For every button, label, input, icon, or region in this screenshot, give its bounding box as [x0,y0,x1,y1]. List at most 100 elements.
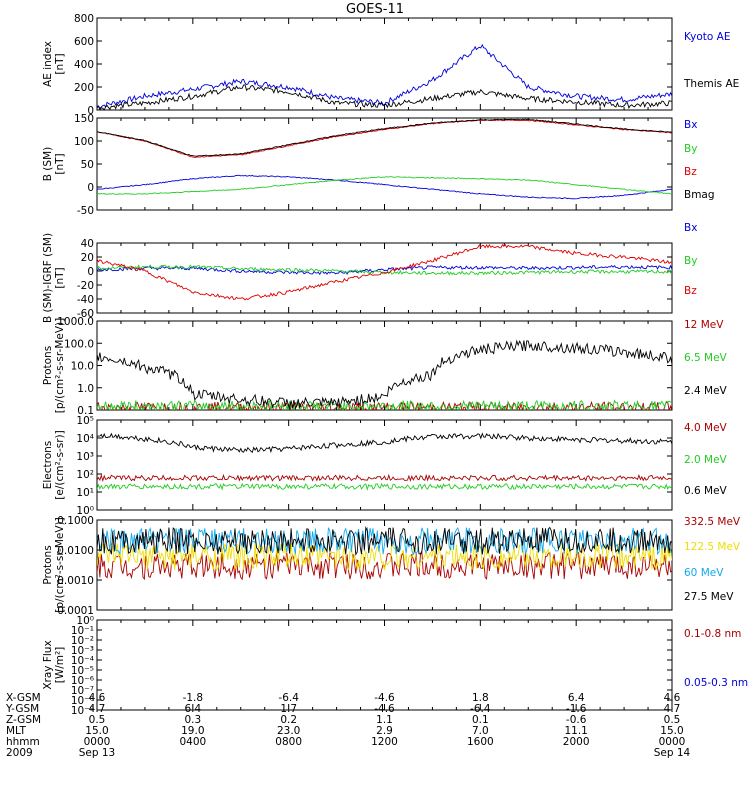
y-axis-label: B (SM)-IGRF (SM) [42,233,54,323]
ephem-value: 2.9 [376,725,393,737]
ephem-value: 0.3 [184,714,201,726]
y-tick-label: 10⁰ [76,615,94,627]
y-tick-label: 10¹ [76,487,94,499]
y-tick-label: 10⁻⁷ [71,685,94,697]
panel-frame [96,117,673,211]
ephem-value: 6.4 [184,703,201,715]
legend-entry: By [684,143,697,155]
series-line-bx [97,174,672,200]
series-group [97,43,672,110]
y-tick-label: 0 [87,105,94,117]
ephem-value: 1.8 [472,692,489,704]
ephem-value: 2000 [563,736,590,748]
ephem-value: 0000 [84,736,111,748]
ephem-year: 2009 [6,747,33,759]
y-axis-unit: [nT] [54,267,66,288]
legend-entry: 2.4 MeV [684,385,728,397]
legend-entry: 6.5 MeV [684,352,728,364]
ephem-value: 1200 [371,736,398,748]
ephem-value: 0.1 [472,714,489,726]
y-tick-label: 10.0 [71,361,94,373]
y-axis-unit: [p/(cm²-s-sr-MeV)] [54,318,66,413]
ephem-label-x-gsm: X-GSM [6,692,41,704]
ephem-value: -4.6 [374,692,395,704]
ephem-value: 1600 [467,736,494,748]
legend-entry: 60 MeV [684,567,724,579]
y-axis-unit: [nT] [54,153,66,174]
y-tick-label: 10⁻¹ [71,625,94,637]
y-tick-label: -20 [77,280,94,292]
figure-title: GOES-11 [346,2,404,17]
y-tick-label: 0.1 [77,405,94,417]
ephem-label-y-gsm: Y-GSM [5,703,39,715]
ephem-value: -6.4 [278,692,299,704]
legend-entry: 27.5 MeV [684,591,734,603]
series-group [97,432,672,491]
ephem-value: 11.1 [564,725,587,737]
panel-frame [96,17,673,111]
ephem-label-z-gsm: Z-GSM [6,714,41,726]
y-tick-label: 10⁻⁸ [71,695,94,707]
y-axis-unit: [W/m²] [54,647,66,684]
y-tick-label: 100 [74,136,94,148]
panel-frame [96,242,673,314]
ephem-value: -0.6 [566,714,587,726]
y-axis-label: Protons [42,346,54,385]
series-line-bz [97,243,672,301]
y-tick-label: 0.0010 [57,575,94,587]
series-line-2-0-mev [97,482,672,491]
legend-entry: By [684,255,697,267]
series-line-2-4-mev [97,339,672,410]
ephem-value: 15.0 [85,725,108,737]
series-line-bmag [97,118,672,157]
y-tick-label: 10² [76,469,94,481]
y-tick-label: 10⁻⁴ [71,655,94,667]
ephem-value: 15.0 [660,725,683,737]
ephem-values: 4.6 -1.8 -6.4 -4.6 1.8 6.4 4.64.7 6.4 1.7 -4.6 -6.… [84,692,686,748]
y-axis-label: Xray Flux [42,640,54,689]
legend-entry: Bx [684,222,697,234]
y-tick-label: 10⁻⁶ [71,675,94,687]
series-line-12-mev [97,400,672,410]
y-tick-label: 10⁴ [76,433,94,445]
ephem-value: -6.4 [470,703,491,715]
y-tick-label: 20 [81,252,94,264]
y-axis-unit: [p/(cm²-s-sr-MeV)] [54,517,66,612]
ephemeris-table: X-GSM Y-GSM Z-GSM MLT hhmm 2009 Sep 13 S… [5,692,691,759]
y-tick-label: 40 [81,238,94,250]
y-axis-unit: [nT] [54,53,66,74]
legend-entry: Themis AE [683,78,739,90]
series-group [97,118,672,200]
legend-entry: Bmag [684,189,715,201]
ephem-value: 1.7 [280,703,297,715]
y-tick-label: -60 [77,308,94,320]
y-tick-label: 150 [74,113,94,125]
y-tick-label: 1.0 [77,383,94,395]
ephem-value: 19.0 [181,725,204,737]
series-line-27-5-mev [97,526,672,556]
ephem-value: 4.6 [664,692,681,704]
y-tick-label: 0.1000 [57,515,94,527]
legend-entry: 4.0 MeV [684,422,728,434]
panel-bsm: -50 0 50 100 150 B (SM) [nT] Bx By Bz Bmag [42,113,715,217]
y-axis-label: AE index [42,41,54,87]
legend-entry: 332.5 MeV [684,516,741,528]
legend-entry: 0.6 MeV [684,485,728,497]
ephem-label-hhmm: hhmm [6,736,40,748]
y-axis-label: Electrons [42,441,54,490]
ephem-value: 0.2 [280,714,297,726]
ephem-date-start: Sep 13 [79,747,116,759]
legend-entry: 2.0 MeV [684,454,728,466]
y-tick-label: 0 [87,182,94,194]
ephem-value: 4.7 [664,703,681,715]
ephem-date-end: Sep 14 [654,747,691,759]
ephem-value: 4.7 [89,703,106,715]
y-axis-label: B (SM) [42,147,54,181]
legend-entry: Bx [684,119,697,131]
legend-entry: Bz [684,285,697,297]
panel-protons1: 0.1 1.0 10.0 100.0 1000.0 Protons [p/(cm²-s-sr… [42,316,728,417]
legend-entry: Bz [684,166,697,178]
y-tick-label: 10⁻² [71,635,94,647]
ephem-value: 0000 [659,736,686,748]
